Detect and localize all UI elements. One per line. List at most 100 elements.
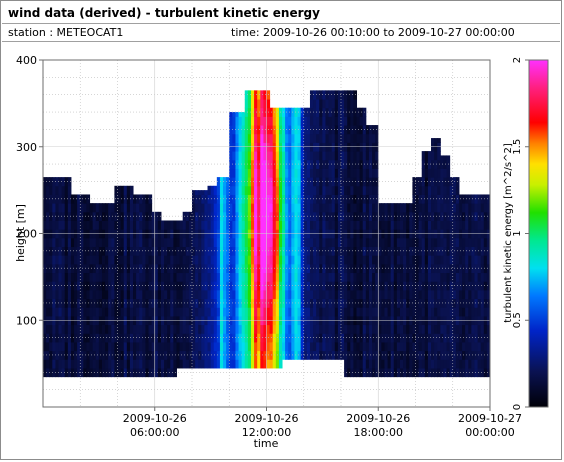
heatmap-cell bbox=[291, 333, 295, 343]
heatmap-cell bbox=[43, 298, 47, 308]
heatmap-cell bbox=[288, 220, 292, 230]
heatmap-cell bbox=[86, 324, 91, 334]
heatmap-cell bbox=[263, 324, 267, 334]
heatmap-cell bbox=[244, 203, 249, 213]
heatmap-cell bbox=[316, 116, 320, 126]
heatmap-cell bbox=[331, 211, 336, 221]
heatmap-cell bbox=[213, 298, 218, 308]
heatmap-cell bbox=[219, 359, 224, 369]
heatmap-cell bbox=[83, 324, 87, 334]
heatmap-cell bbox=[313, 125, 317, 135]
heatmap-cell bbox=[282, 116, 286, 126]
heatmap-cell bbox=[477, 246, 482, 256]
heatmap-cell bbox=[254, 99, 258, 109]
heatmap-cell bbox=[139, 333, 143, 343]
heatmap-cell bbox=[226, 237, 230, 248]
heatmap-cell bbox=[406, 281, 410, 291]
heatmap-cell bbox=[309, 350, 314, 360]
heatmap-cell bbox=[70, 220, 75, 230]
heatmap-cell bbox=[235, 255, 240, 265]
heatmap-cell bbox=[55, 307, 60, 317]
heatmap-cell bbox=[164, 220, 168, 230]
heatmap-cell bbox=[390, 333, 395, 343]
heatmap-cell bbox=[316, 185, 320, 195]
heatmap-cell bbox=[440, 324, 444, 334]
heatmap-cell bbox=[216, 177, 221, 187]
heatmap-cell bbox=[294, 185, 299, 195]
heatmap-cell bbox=[331, 272, 336, 282]
heatmap-cell bbox=[61, 289, 66, 300]
heatmap-cell bbox=[213, 263, 218, 274]
heatmap-cell bbox=[77, 367, 81, 378]
heatmap-cell bbox=[471, 281, 475, 291]
heatmap-cell bbox=[49, 307, 53, 317]
heatmap-cell bbox=[468, 289, 472, 300]
heatmap-cell bbox=[179, 237, 184, 248]
heatmap-cell bbox=[117, 307, 122, 317]
heatmap-cell bbox=[421, 272, 426, 282]
heatmap-cell bbox=[129, 289, 134, 300]
heatmap-cell bbox=[313, 177, 317, 187]
heatmap-cell bbox=[406, 289, 410, 300]
heatmap-cell bbox=[263, 255, 267, 265]
heatmap-cell bbox=[46, 341, 50, 352]
heatmap-cell bbox=[235, 289, 240, 300]
heatmap-cell bbox=[347, 359, 351, 369]
heatmap-cell bbox=[154, 246, 159, 256]
heatmap-cell bbox=[291, 116, 295, 126]
heatmap-cell bbox=[160, 350, 165, 360]
heatmap-cell bbox=[418, 359, 423, 369]
heatmap-cell bbox=[415, 272, 420, 282]
heatmap-cell bbox=[375, 203, 379, 213]
heatmap-cell bbox=[133, 289, 137, 300]
heatmap-cell bbox=[297, 263, 302, 274]
heatmap-cell bbox=[303, 177, 308, 187]
heatmap-cell bbox=[437, 138, 441, 143]
heatmap-cell bbox=[322, 177, 326, 187]
heatmap-cell bbox=[362, 237, 367, 248]
heatmap-cell bbox=[55, 194, 60, 204]
heatmap-cell bbox=[272, 341, 277, 352]
heatmap-cell bbox=[378, 237, 382, 248]
heatmap-cell bbox=[223, 194, 227, 204]
heatmap-cell bbox=[291, 159, 295, 169]
heatmap-cell bbox=[111, 289, 115, 300]
heatmap-cell bbox=[55, 246, 60, 256]
heatmap-cell bbox=[477, 203, 482, 213]
heatmap-cell bbox=[123, 298, 128, 308]
heatmap-cell bbox=[80, 220, 84, 230]
heatmap-cell bbox=[437, 272, 441, 282]
heatmap-cell bbox=[424, 341, 429, 352]
heatmap-cell bbox=[185, 359, 190, 369]
heatmap-cell bbox=[368, 151, 373, 161]
heatmap-cell bbox=[188, 237, 193, 248]
heatmap-cell bbox=[136, 272, 140, 282]
heatmap-cell bbox=[105, 237, 109, 248]
heatmap-cell bbox=[356, 341, 361, 352]
heatmap-cell bbox=[83, 237, 87, 248]
heatmap-cell bbox=[129, 359, 134, 369]
heatmap-cell bbox=[148, 194, 153, 204]
heatmap-cell bbox=[427, 255, 432, 265]
heatmap-cell bbox=[486, 237, 491, 248]
heatmap-cell bbox=[341, 185, 345, 195]
heatmap-cell bbox=[114, 220, 118, 230]
heatmap-cell bbox=[95, 307, 100, 317]
heatmap-cell bbox=[241, 255, 246, 265]
heatmap-cell bbox=[465, 341, 469, 352]
heatmap-cell bbox=[232, 246, 236, 256]
heatmap-cell bbox=[272, 359, 277, 369]
heatmap-cell bbox=[170, 272, 174, 282]
heatmap-cell bbox=[223, 255, 227, 265]
heatmap-cell bbox=[92, 324, 97, 334]
heatmap-cell bbox=[111, 367, 115, 378]
heatmap-cell bbox=[474, 255, 479, 265]
heatmap-cell bbox=[297, 281, 302, 291]
heatmap-cell bbox=[300, 107, 305, 117]
heatmap-cell bbox=[285, 220, 289, 230]
heatmap-cell bbox=[101, 359, 106, 369]
heatmap-cell bbox=[365, 220, 370, 230]
heatmap-cell bbox=[434, 237, 438, 248]
heatmap-cell bbox=[390, 246, 395, 256]
heatmap-cell bbox=[396, 211, 401, 221]
